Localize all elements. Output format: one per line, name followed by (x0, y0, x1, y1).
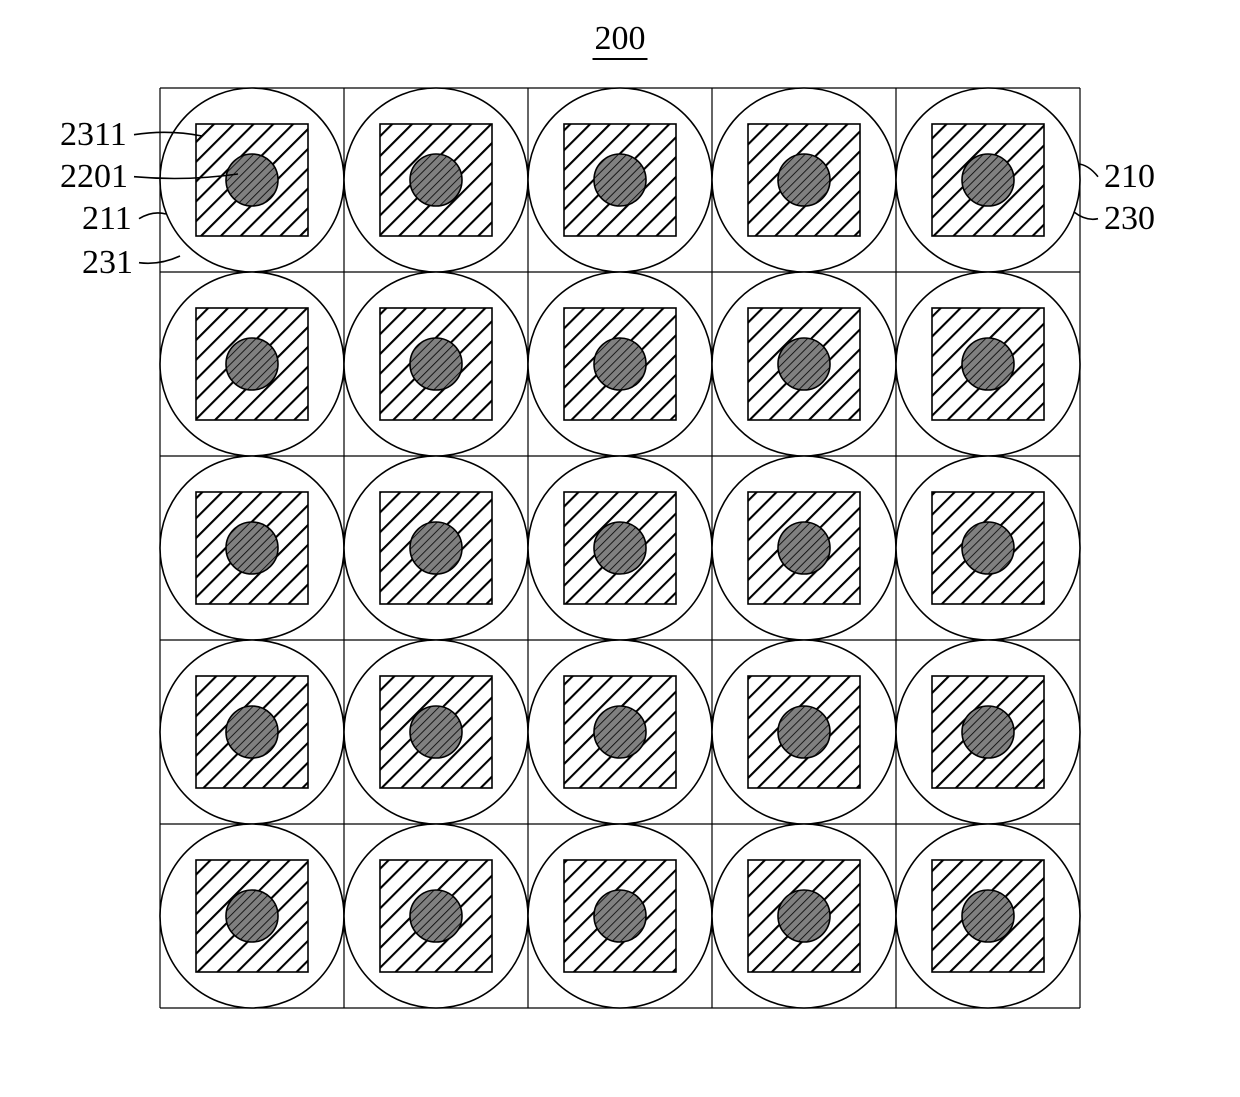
label-left-2311: 2311 (60, 116, 127, 154)
label-left-211: 211 (82, 200, 132, 238)
cell-dot (778, 890, 830, 942)
cell-dot (594, 338, 646, 390)
cell-dot (594, 154, 646, 206)
cell-dot (410, 154, 462, 206)
cell-dot (410, 706, 462, 758)
diagram-svg-wrap (0, 0, 1240, 1097)
label-right-230: 230 (1104, 200, 1155, 238)
cell-dot (778, 154, 830, 206)
cell-dot (778, 338, 830, 390)
cell-dot (962, 338, 1014, 390)
label-left-2201: 2201 (60, 158, 128, 196)
page-root: 200 23112201211231 210230 (0, 0, 1240, 1092)
label-left-231: 231 (82, 244, 133, 282)
cell-dot (962, 522, 1014, 574)
cell-dot (594, 706, 646, 758)
cell-dot (226, 154, 278, 206)
cell-dot (594, 890, 646, 942)
cell-dot (962, 154, 1014, 206)
cell-dot (226, 338, 278, 390)
label-right-210: 210 (1104, 158, 1155, 196)
cell-dot (778, 522, 830, 574)
cell-dot (962, 706, 1014, 758)
cell-dot (594, 522, 646, 574)
cell-dot (226, 890, 278, 942)
leader-right (1078, 164, 1098, 177)
cell-dot (778, 706, 830, 758)
cell-dot (226, 522, 278, 574)
cell-dot (410, 338, 462, 390)
cell-dot (410, 522, 462, 574)
cell-dot (962, 890, 1014, 942)
cell-dot (410, 890, 462, 942)
cell-dot (226, 706, 278, 758)
diagram-svg (0, 0, 1240, 1092)
